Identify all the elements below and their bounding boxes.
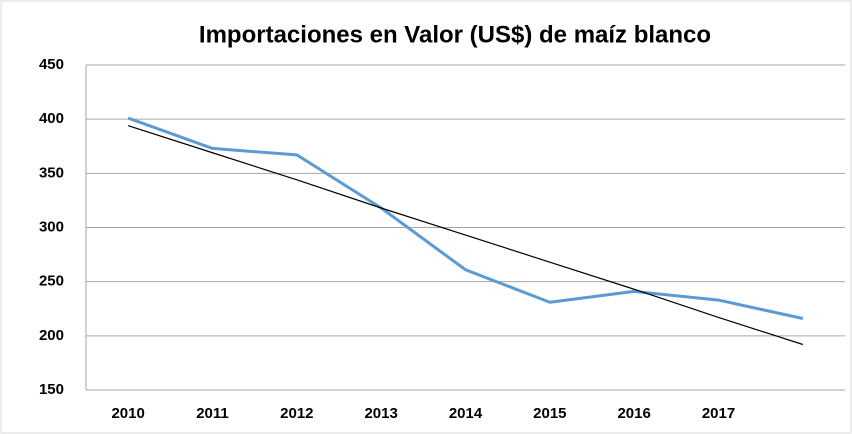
chart-title: Importaciones en Valor (US$) de maíz bla… <box>199 21 711 48</box>
y-tick-label: 200 <box>39 327 64 344</box>
y-tick-label: 450 <box>39 56 64 73</box>
data-line <box>127 116 804 320</box>
x-tick-label: 2013 <box>364 405 397 422</box>
x-tick-label: 2010 <box>111 405 144 422</box>
x-tick-label: 2014 <box>449 405 483 422</box>
trend-line <box>127 125 804 346</box>
x-tick-label: 2016 <box>617 405 650 422</box>
y-tick-label: 350 <box>39 164 64 181</box>
x-tick-label: 2017 <box>702 405 735 422</box>
x-tick-label: 2012 <box>280 405 313 422</box>
y-tick-label: 250 <box>39 273 64 290</box>
x-tick-label: 2011 <box>196 405 229 422</box>
y-tick-label: 150 <box>39 381 64 398</box>
y-tick-label: 300 <box>39 218 64 235</box>
x-tick-label: 2015 <box>533 405 566 422</box>
y-tick-label: 400 <box>39 110 64 127</box>
